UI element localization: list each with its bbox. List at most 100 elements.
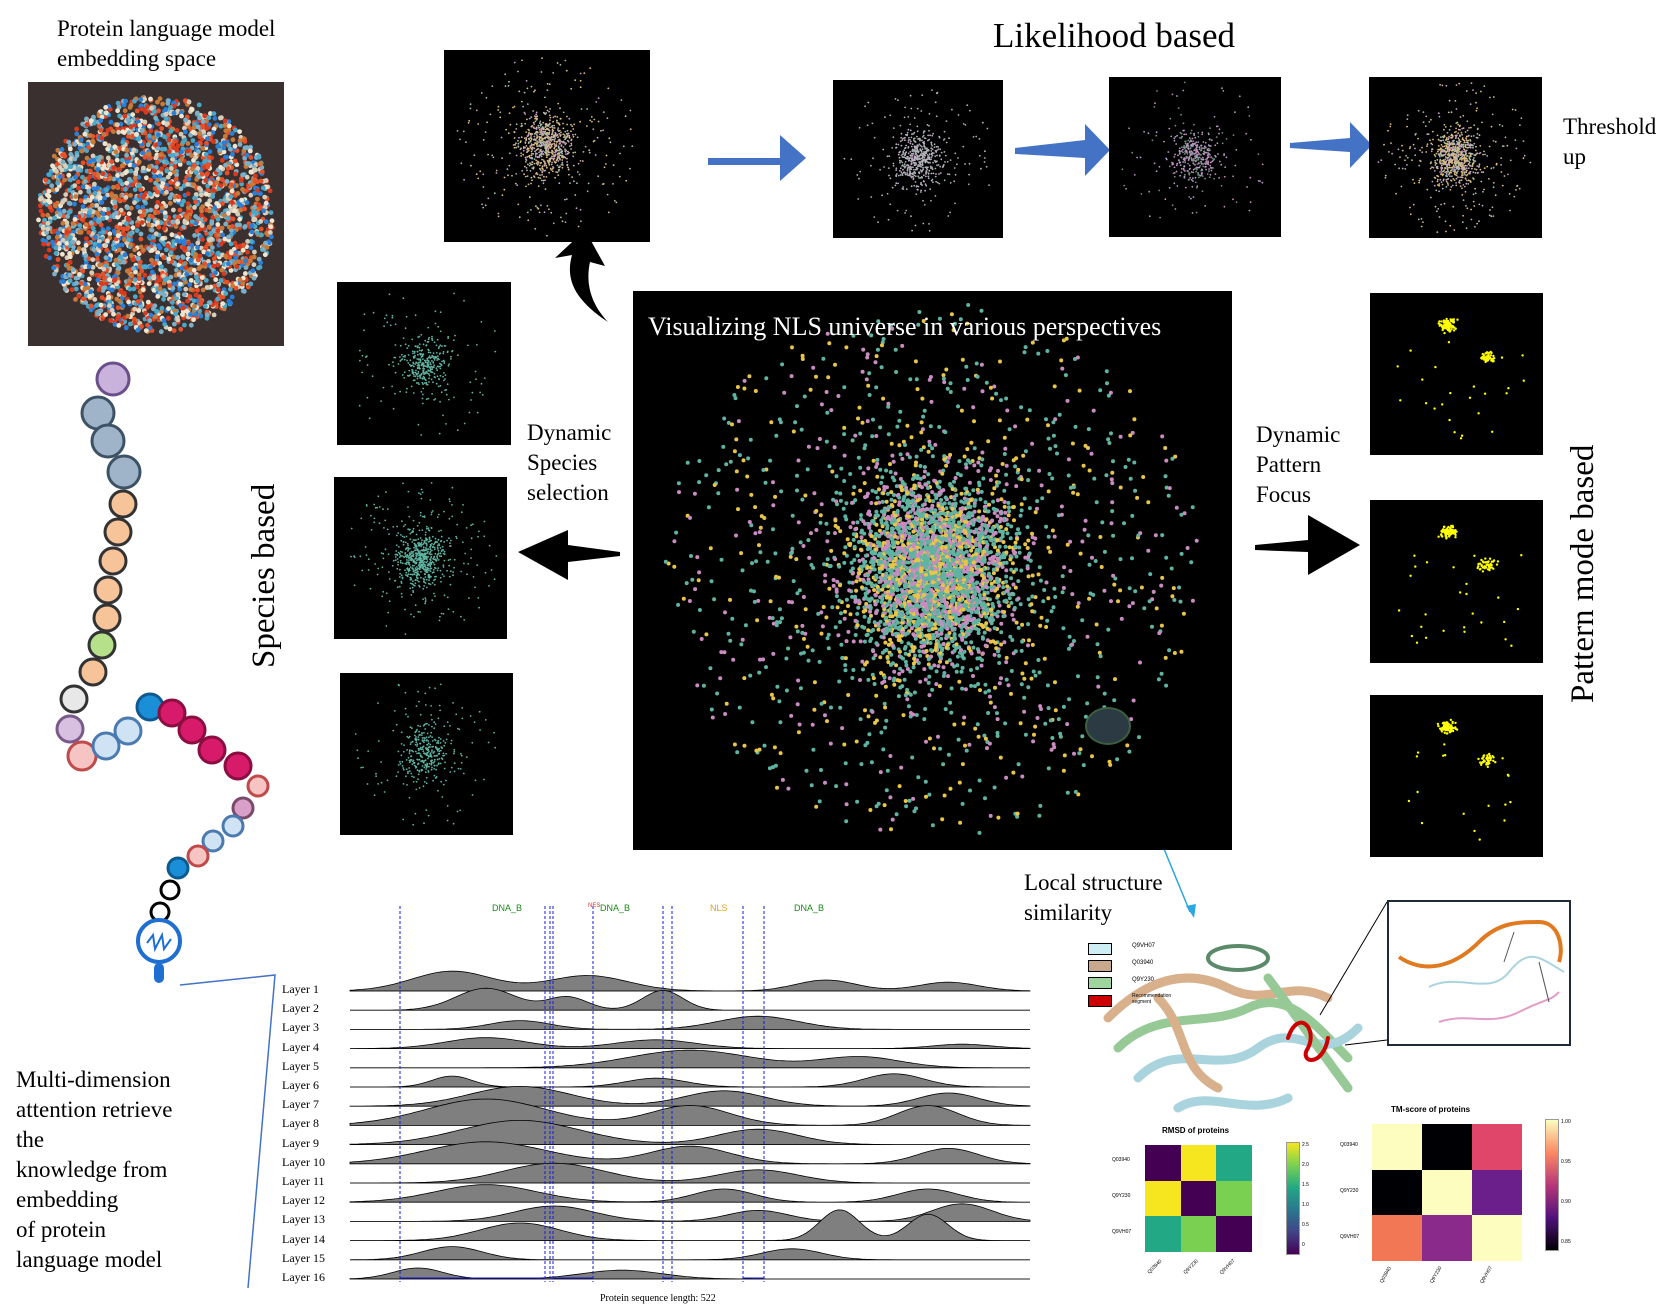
layer-label: Layer 10	[282, 1154, 325, 1169]
likelihood-panel-1[interactable]	[833, 80, 1003, 238]
protein-chain-illustration	[55, 361, 270, 956]
colorbar-tick: 0.95	[1561, 1159, 1571, 1165]
layer-label: Layer 2	[282, 1001, 319, 1016]
heatmap-cell	[1472, 1215, 1522, 1261]
colorbar-tick: 0.90	[1561, 1199, 1571, 1205]
tmscore-heatmap	[1372, 1124, 1522, 1261]
embedding-space-title: Protein language model embedding space	[57, 16, 276, 71]
rmsd-colorbar	[1286, 1142, 1300, 1255]
curved-arrow-up-icon	[555, 230, 608, 322]
likelihood-panel-main[interactable]	[444, 50, 650, 242]
legend-swatch	[1088, 995, 1112, 1007]
leader-arrow-icon	[1186, 904, 1196, 918]
heatmap-cell	[1372, 1215, 1422, 1261]
layer-label: Layer 3	[282, 1020, 319, 1035]
heatmap-cell	[1180, 1216, 1217, 1252]
attention-description: Multi-dimension attention retrieve the k…	[16, 1067, 173, 1272]
heatmap-cell	[1422, 1169, 1472, 1216]
heatmap-cell	[1422, 1215, 1472, 1261]
likelihood-title: Likelihood based	[993, 16, 1236, 55]
heatmap-cell	[1372, 1124, 1422, 1170]
domain-label: DNA_B	[600, 903, 631, 913]
pattern-panel-3[interactable]	[1370, 695, 1543, 857]
species-based-label: Species based	[246, 483, 282, 668]
layer-label: Layer 8	[282, 1116, 319, 1131]
legend-swatch	[1088, 943, 1112, 955]
layer-label: Layer 14	[282, 1231, 325, 1246]
layer-label: Layer 4	[282, 1039, 319, 1054]
legend-swatch	[1088, 960, 1112, 972]
likelihood-panel-2[interactable]	[1109, 77, 1281, 237]
layer-label: Layer 1	[282, 982, 319, 996]
pattern-based-label: Pattern mode based	[1565, 444, 1601, 703]
arrow-right-icon	[1255, 515, 1360, 575]
rmsd-row-label: Q03940	[1112, 1157, 1130, 1163]
layer-label: Layer 7	[282, 1097, 319, 1112]
rmsd-row-label: Q9VH07	[1112, 1229, 1132, 1235]
rmsd-heatmap	[1145, 1145, 1252, 1252]
layer-label: Layer 16	[282, 1270, 325, 1284]
colorbar-tick: 2.0	[1302, 1162, 1309, 1168]
legend-swatch	[1088, 977, 1112, 989]
colorbar-tick: 2.5	[1302, 1142, 1309, 1148]
colorbar-tick: 0.5	[1302, 1222, 1309, 1228]
highlight-ellipse[interactable]	[1085, 707, 1131, 745]
colorbar-tick: 0.85	[1561, 1239, 1571, 1245]
colorbar-tick: 1.5	[1302, 1182, 1309, 1188]
pattern-panel-1[interactable]	[1370, 293, 1543, 455]
species-selection-label: Dynamic Species selection	[527, 420, 612, 505]
heatmap-cell	[1372, 1169, 1422, 1216]
colorbar-tick: 1.00	[1561, 1119, 1571, 1125]
threshold-label: Threshold up	[1563, 114, 1657, 169]
heatmap-cell	[1180, 1180, 1217, 1217]
tmscore-row-label: Q9Y230	[1340, 1188, 1359, 1194]
tmscore-row-label: Q9VH07	[1340, 1234, 1360, 1240]
domain-label: NES	[588, 903, 601, 909]
rmsd-row-label: Q9Y230	[1112, 1193, 1131, 1199]
heatmap-cell	[1422, 1124, 1472, 1170]
tmscore-title: TM-score of proteins	[1391, 1105, 1471, 1114]
heatmap-cell	[1472, 1169, 1522, 1216]
rmsd-title: RMSD of proteins	[1162, 1126, 1230, 1135]
center-title: Visualizing NLS universe in various pers…	[648, 312, 1162, 341]
pattern-focus-label: Dynamic Pattern Focus	[1256, 422, 1341, 507]
local-structure-label: Local structure similarity	[1024, 870, 1163, 925]
species-panel-3[interactable]	[340, 673, 513, 835]
species-panel-2[interactable]	[334, 477, 507, 639]
arrow-right-icon	[1290, 122, 1372, 168]
center-nls-universe-panel[interactable]	[633, 291, 1232, 850]
legend-label: Q9VH07	[1132, 943, 1156, 949]
heatmap-cell	[1145, 1180, 1181, 1217]
domain-label: DNA_B	[492, 903, 523, 913]
species-panel-1[interactable]	[337, 282, 511, 445]
heatmap-cell	[1216, 1145, 1252, 1181]
layer-label: Layer 12	[282, 1193, 325, 1208]
pattern-panel-2[interactable]	[1370, 500, 1543, 663]
layer-label: Layer 6	[282, 1078, 319, 1092]
attention-ridge-plot: Layer 1 Layer 2 Layer 3 Layer 4 Layer 5 Layer…	[270, 888, 1040, 1308]
colorbar-tick: 0	[1302, 1242, 1305, 1248]
heatmap-cell	[1145, 1216, 1181, 1252]
leader-line	[179, 974, 276, 1289]
magnifier-icon	[133, 915, 185, 987]
protein-structure-image	[1088, 938, 1388, 1138]
embedding-space-image	[28, 82, 284, 346]
domain-label: DNA_B	[794, 903, 825, 913]
layer-label: Layer 9	[282, 1135, 319, 1150]
layer-label: Layer 11	[282, 1174, 325, 1188]
legend-label: Q03940	[1132, 960, 1154, 966]
likelihood-panel-3[interactable]	[1369, 77, 1542, 238]
legend-label: Q9Y230	[1132, 977, 1155, 983]
tmscore-colorbar	[1545, 1119, 1559, 1251]
layer-label: Layer 13	[282, 1212, 325, 1227]
colorbar-tick: 1.0	[1302, 1202, 1309, 1208]
heatmap-cell	[1216, 1216, 1252, 1252]
sequence-length-label: Protein sequence length: 522	[600, 1293, 716, 1304]
structure-legend: Q9VH07 Q03940 Q9Y230 Recommendation segm…	[1088, 943, 1208, 1033]
layer-label: Layer 15	[282, 1250, 325, 1265]
heatmap-cell	[1472, 1124, 1522, 1170]
heatmap-cell	[1216, 1180, 1252, 1217]
layer-label: Layer 5	[282, 1058, 319, 1073]
heatmap-cell	[1180, 1145, 1217, 1181]
